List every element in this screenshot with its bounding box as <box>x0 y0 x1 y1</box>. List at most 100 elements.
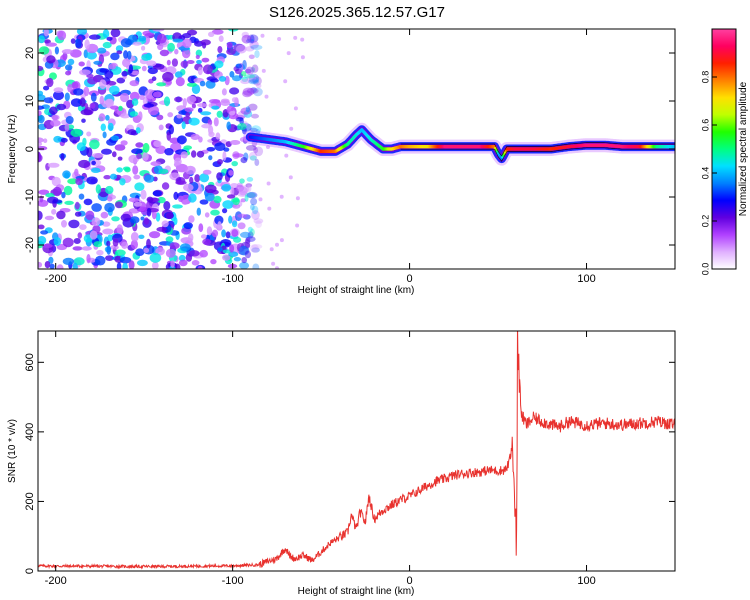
noise-blob <box>146 238 151 249</box>
noise-blob <box>222 254 231 261</box>
noise-blob <box>143 247 150 253</box>
noise-blob <box>225 231 231 239</box>
noise-blob <box>86 51 97 60</box>
noise-blob <box>183 222 193 230</box>
noise-blob <box>62 170 71 179</box>
noise-blob <box>242 87 255 96</box>
noise-blob <box>295 223 300 228</box>
noise-blob <box>214 215 224 225</box>
noise-blob <box>116 77 126 84</box>
noise-blob <box>161 220 169 228</box>
noise-blob <box>151 76 157 81</box>
noise-blob <box>110 29 121 38</box>
noise-blob <box>230 186 235 197</box>
spectrogram-x-tick-label: 100 <box>577 273 595 285</box>
noise-blob <box>38 224 45 230</box>
noise-blob <box>220 100 231 106</box>
noise-blob <box>65 64 73 71</box>
noise-blob <box>127 50 132 60</box>
chart-title: S126.2025.365.12.57.G17 <box>269 4 445 21</box>
noise-blob <box>89 102 96 109</box>
noise-blob <box>70 38 76 44</box>
noise-blob <box>221 229 227 238</box>
noise-blob <box>188 215 195 223</box>
noise-blob <box>115 45 124 52</box>
noise-blob <box>110 52 120 61</box>
noise-blob <box>271 261 276 266</box>
noise-blob <box>64 92 70 102</box>
noise-blob <box>229 111 236 116</box>
noise-blob <box>81 118 86 123</box>
noise-blob <box>38 114 45 124</box>
noise-blob <box>138 234 145 239</box>
noise-blob <box>150 161 162 167</box>
noise-blob <box>178 110 188 115</box>
snr-x-tick-label: 100 <box>577 575 595 587</box>
noise-blob <box>231 97 238 103</box>
noise-blob <box>279 238 284 243</box>
noise-blob <box>232 197 240 206</box>
noise-blob <box>47 196 59 204</box>
noise-blob <box>168 124 174 135</box>
noise-blob <box>189 176 194 184</box>
noise-blob <box>163 96 171 107</box>
noise-blob <box>181 199 188 205</box>
noise-blob <box>101 148 112 155</box>
noise-blob <box>161 182 170 190</box>
noise-blob <box>114 249 126 257</box>
noise-blob <box>38 65 44 72</box>
spectrogram-y-tick-label: -10 <box>24 189 36 205</box>
noise-blob <box>254 50 260 59</box>
noise-blob <box>81 246 92 251</box>
noise-blob <box>232 153 244 158</box>
noise-blob <box>208 155 213 161</box>
noise-blob <box>123 50 129 59</box>
noise-blob <box>93 60 103 65</box>
noise-blob <box>250 197 258 206</box>
noise-blob <box>251 64 259 73</box>
noise-blob <box>86 176 98 185</box>
noise-blob <box>178 259 188 267</box>
snr-background <box>38 331 675 571</box>
noise-blob <box>144 174 155 183</box>
noise-blob <box>136 153 143 160</box>
noise-blob <box>217 247 223 252</box>
noise-blob <box>86 254 91 264</box>
noise-blob <box>43 138 48 143</box>
noise-blob <box>146 60 157 67</box>
noise-blob <box>174 48 179 55</box>
noise-blob <box>74 211 82 217</box>
noise-blob <box>77 232 83 239</box>
noise-blob <box>46 42 57 47</box>
noise-blob <box>201 57 210 63</box>
noise-blob <box>213 195 222 204</box>
noise-blob <box>221 184 232 192</box>
noise-blob <box>240 107 252 115</box>
noise-blob <box>50 119 61 127</box>
noise-blob <box>250 244 259 253</box>
noise-blob <box>258 197 263 202</box>
colorbar-label: Normalized spectral amplitude <box>738 81 749 216</box>
noise-blob <box>46 77 54 88</box>
noise-blob <box>260 33 265 38</box>
noise-blob <box>252 76 262 86</box>
noise-blob <box>100 123 107 132</box>
noise-blob <box>128 197 140 203</box>
noise-blob <box>93 241 103 248</box>
noise-blob <box>99 95 105 105</box>
noise-blob <box>218 76 227 82</box>
noise-blob <box>196 59 202 65</box>
noise-blob <box>53 90 64 101</box>
noise-blob <box>114 144 126 151</box>
noise-blob <box>167 112 174 118</box>
noise-blob <box>156 226 167 232</box>
noise-blob <box>38 105 45 110</box>
noise-blob <box>250 67 256 73</box>
noise-blob <box>245 192 256 198</box>
noise-blob <box>199 80 206 87</box>
noise-blob <box>106 36 113 41</box>
noise-blob <box>239 261 250 269</box>
noise-blob <box>85 210 95 221</box>
noise-blob <box>43 85 50 91</box>
noise-blob <box>221 88 227 96</box>
